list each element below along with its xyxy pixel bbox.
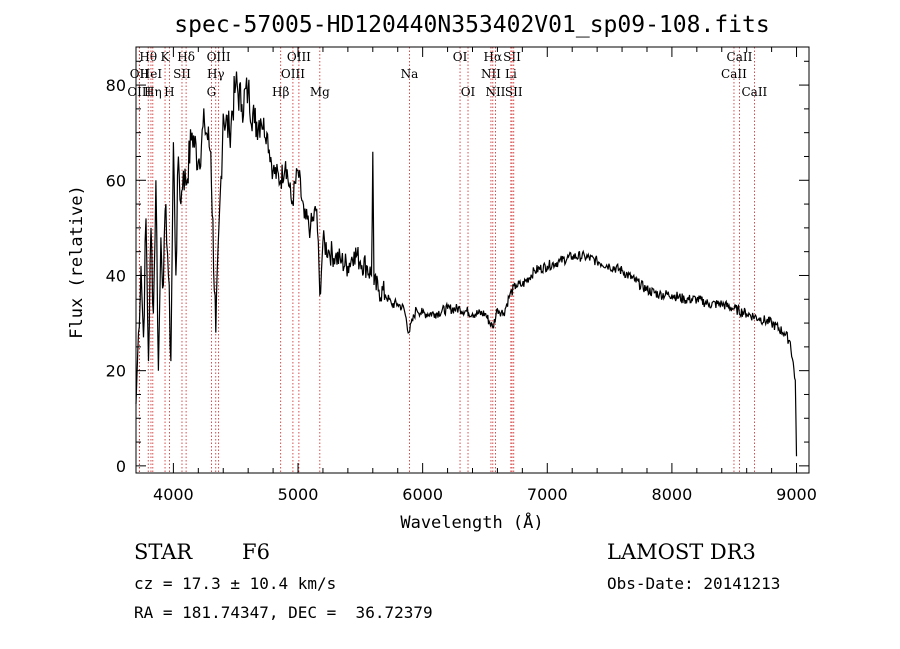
- survey-label: LAMOST DR3: [607, 540, 756, 564]
- spectral-line-label: K: [161, 50, 171, 64]
- spectral-line-label: OI: [453, 50, 468, 64]
- obs-date-text: Obs-Date: 20141213: [607, 574, 781, 593]
- spectral-line-label: Hγ: [207, 67, 225, 81]
- x-tick-label: 4000: [153, 485, 194, 504]
- spectral-line-label: SII: [505, 85, 523, 99]
- spectral-line-label: OIII: [287, 50, 311, 64]
- spectral-line-label: Na: [401, 67, 419, 81]
- spectral-line-label: H: [164, 85, 174, 99]
- y-tick-label: 60: [106, 171, 126, 190]
- y-tick-label: 0: [116, 457, 126, 476]
- object-subclass: F6: [242, 540, 270, 564]
- spectral-line-label: NII: [485, 85, 505, 99]
- spectral-line-label: SII: [503, 50, 521, 64]
- spectral-line-label: CaII: [727, 50, 753, 64]
- spectral-line-label: SII: [173, 67, 191, 81]
- redshift-text: cz = 17.3 ± 10.4 km/s: [134, 574, 337, 593]
- x-tick-label: 9000: [776, 485, 817, 504]
- spectral-line-markers: Hθ OII OIII HeI Hη K H SII Hδ OIII Hγ G Hβ OIII OIII Mg…: [127, 47, 768, 473]
- spectral-line-label: Hη: [144, 85, 162, 99]
- spectral-line-label: OIII: [127, 85, 151, 99]
- spectral-line-label: CaII: [741, 85, 767, 99]
- spectral-line-label: OIII: [207, 50, 231, 64]
- y-tick-label: 40: [106, 266, 126, 285]
- y-axis-label: Flux (relative): [67, 185, 87, 339]
- x-axis-label: Wavelength (Å): [400, 511, 543, 533]
- chart-title: spec-57005-HD120440N353402V01_sp09-108.f…: [174, 12, 769, 38]
- plot-frame: [135, 46, 810, 474]
- spectral-line-label: Hα: [484, 50, 503, 64]
- spectral-line-label: HeI: [140, 67, 163, 81]
- spectral-line-label: NII: [481, 67, 501, 81]
- spectral-line-label: Li: [505, 67, 517, 81]
- spectral-line-label: Hβ: [272, 85, 289, 99]
- spectral-line-label: OII: [130, 67, 150, 81]
- x-tick-label: 5000: [278, 485, 319, 504]
- spectral-line-label: Hθ: [139, 50, 157, 64]
- y-tick-label: 20: [106, 362, 126, 381]
- flux-series-line: [135, 71, 798, 457]
- coordinates-text: RA = 181.74347, DEC = 36.72379: [134, 603, 433, 622]
- spectral-line-label: OI: [461, 85, 476, 99]
- x-tick-label: 6000: [402, 485, 443, 504]
- spectral-line-label: CaII: [721, 67, 747, 81]
- object-class: STAR: [134, 540, 193, 564]
- spectral-line-label: Hδ: [177, 50, 195, 64]
- axis-ticks: 4000 5000 6000 7000 8000 9000 0 20 40 60 80: [106, 47, 817, 504]
- spectral-line-label: G: [207, 85, 217, 99]
- spectral-line-label: Mg: [310, 85, 330, 99]
- y-tick-label: 80: [106, 76, 126, 95]
- x-tick-label: 8000: [652, 485, 693, 504]
- spectral-line-label: OIII: [281, 67, 305, 81]
- x-tick-label: 7000: [527, 485, 568, 504]
